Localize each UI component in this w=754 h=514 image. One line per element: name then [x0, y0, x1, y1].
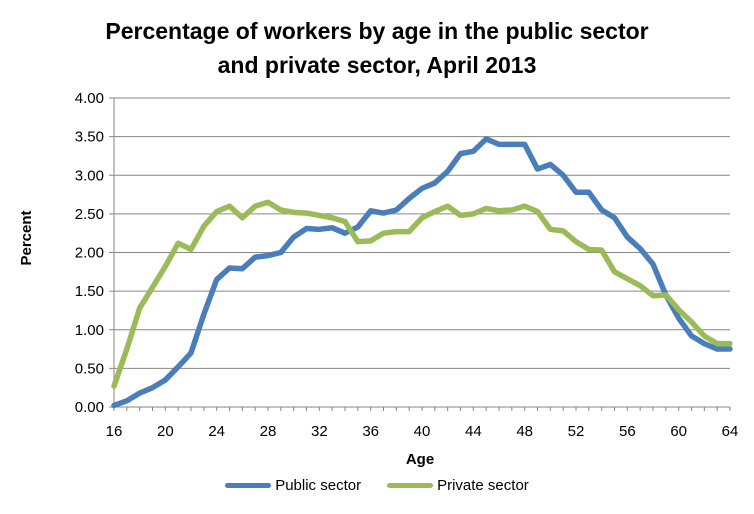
- chart-title-line-2: and private sector, April 2013: [217, 52, 537, 78]
- y-tick-label: 2.00: [75, 245, 104, 262]
- chart-title: Percentage of workers by age in the publ…: [0, 14, 754, 82]
- x-tick-label: 24: [208, 423, 225, 440]
- x-tick-label: 28: [260, 423, 277, 440]
- y-tick-label: 1.00: [75, 322, 104, 339]
- y-tick-label: 0.00: [75, 399, 104, 416]
- y-axis-label: Percent: [18, 210, 35, 265]
- gridlines: [114, 97, 730, 369]
- series-line-private-sector: [111, 199, 733, 389]
- y-tick-label: 3.00: [75, 167, 104, 184]
- x-tick-label: 56: [619, 423, 636, 440]
- chart-title-line-1: Percentage of workers by age in the publ…: [105, 18, 649, 44]
- y-tick-label: 1.50: [75, 283, 104, 300]
- x-tick-label: 36: [362, 423, 379, 440]
- y-tick-label: 4.00: [75, 90, 104, 107]
- x-tick-label: 52: [568, 423, 585, 440]
- x-tick-labels: 16 20 24 28 32 36 40 44 48 52 56 60 64: [106, 423, 739, 440]
- x-tick-label: 64: [722, 423, 739, 440]
- x-tick-label: 16: [106, 423, 123, 440]
- y-tick-label: 3.50: [75, 129, 104, 146]
- legend-swatch-private: [387, 483, 434, 488]
- legend-label-public: Public sector: [275, 477, 362, 494]
- line-chart: 0.00 0.50 1.00 1.50 2.00 2.50 3.00 3.50 4.00 16 2…: [18, 90, 739, 468]
- legend-label-private: Private sector: [437, 477, 529, 494]
- x-tick-label: 40: [414, 423, 431, 440]
- series-lines: [111, 136, 733, 409]
- axes: [109, 97, 731, 411]
- y-tick-label: 2.50: [75, 206, 104, 223]
- legend-item-public: Public sector: [225, 477, 361, 494]
- x-tick-label: 60: [670, 423, 687, 440]
- legend-swatch-public: [225, 483, 272, 488]
- x-axis-label: Age: [406, 451, 434, 468]
- legend: Public sector Private sector: [0, 477, 754, 494]
- series-line-public-sector: [111, 136, 733, 409]
- x-tick-label: 32: [311, 423, 328, 440]
- x-tick-label: 48: [516, 423, 533, 440]
- x-tick-label: 44: [465, 423, 482, 440]
- y-tick-labels: 0.00 0.50 1.00 1.50 2.00 2.50 3.00 3.50 4.00: [75, 90, 104, 416]
- y-tick-label: 0.50: [75, 360, 104, 377]
- legend-item-private: Private sector: [387, 477, 529, 494]
- x-tick-label: 20: [157, 423, 174, 440]
